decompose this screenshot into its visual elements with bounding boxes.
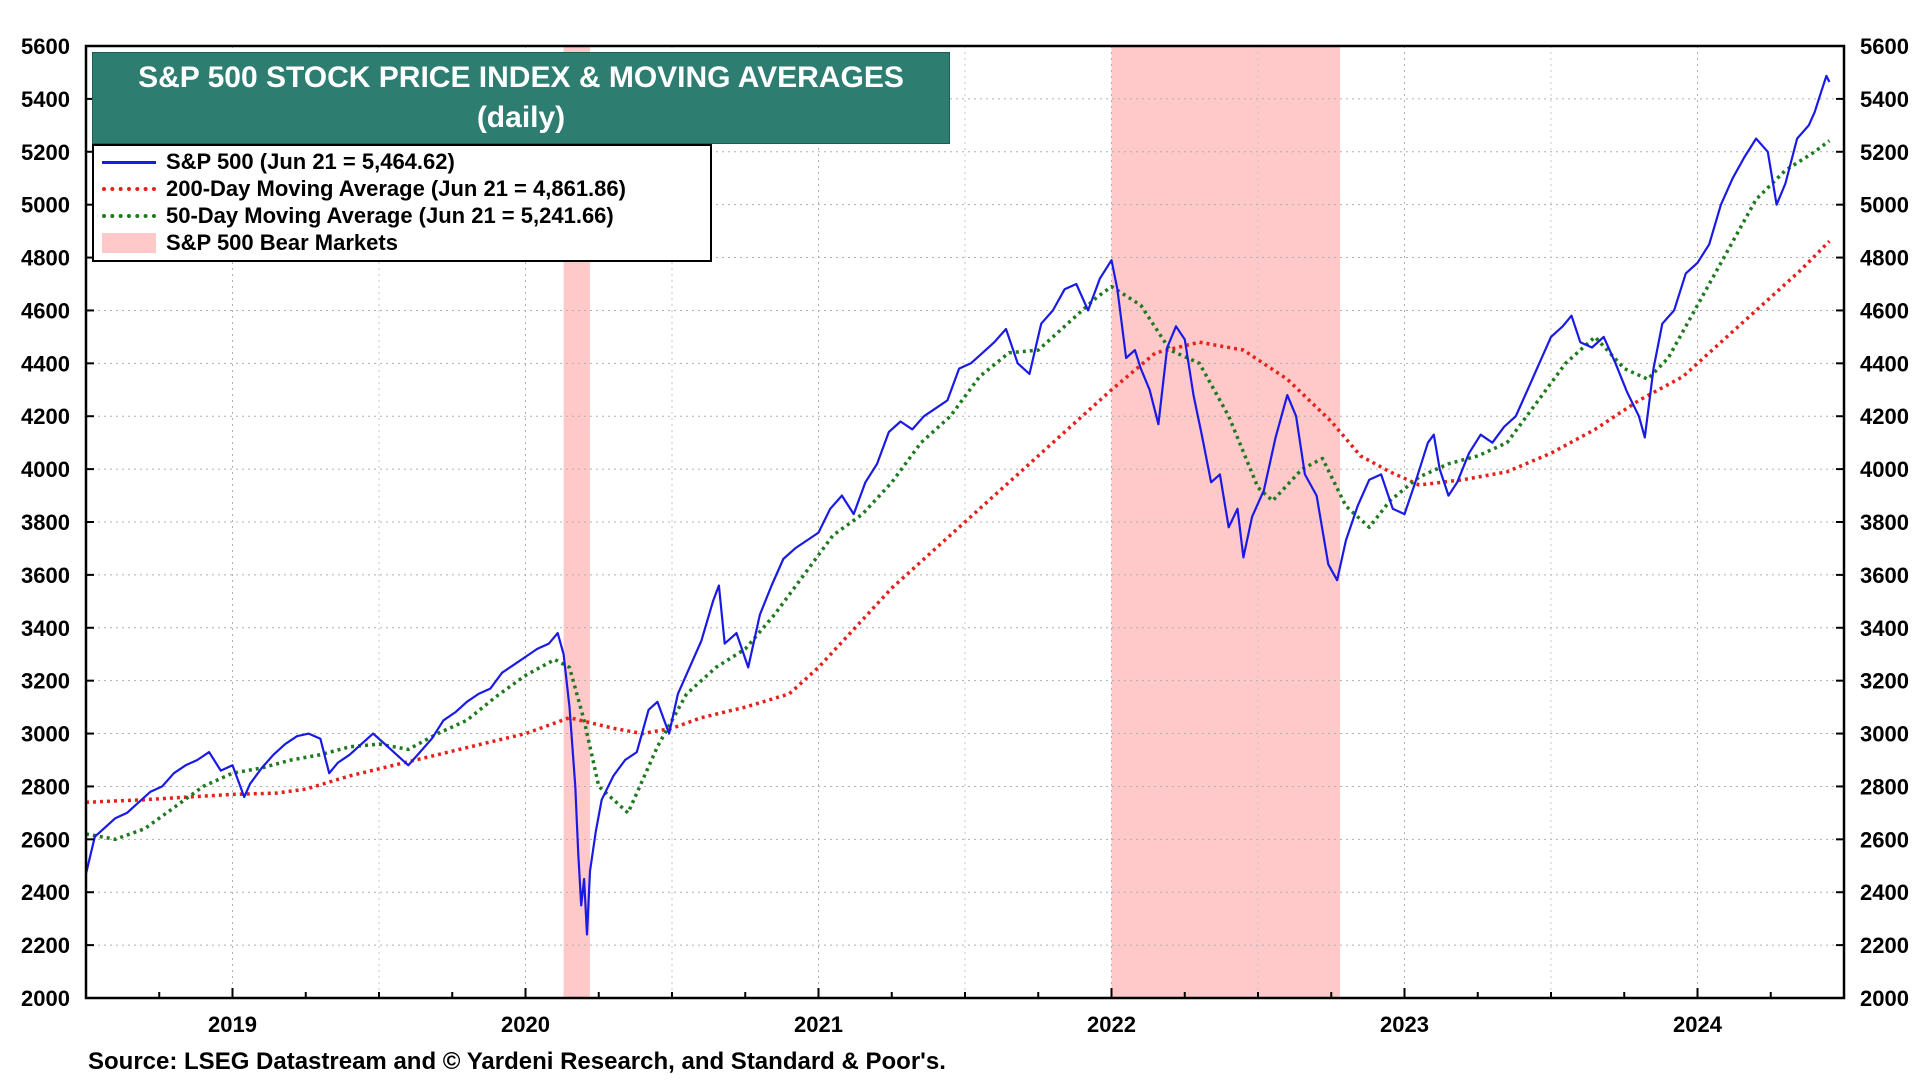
x-tick-label-4: 2023: [1380, 1012, 1429, 1037]
y-tick-label-right-16: 5200: [1860, 140, 1909, 165]
legend-label-bear: S&P 500 Bear Markets: [166, 230, 398, 255]
x-tick-label-5: 2024: [1673, 1012, 1723, 1037]
legend-swatch-ma200: [102, 187, 156, 191]
legend-label-ma50: 50-Day Moving Average (Jun 21 = 5,241.66…: [166, 203, 614, 228]
y-tick-label-right-7: 3400: [1860, 616, 1909, 641]
y-tick-label-left-8: 3600: [21, 563, 70, 588]
y-tick-label-right-3: 2600: [1860, 827, 1909, 852]
y-tick-label-left-4: 2800: [21, 774, 70, 799]
y-axis-left: 2000 2200 2400 2600 2800 3000 3200 3400 3600 3800…: [21, 34, 94, 1011]
x-axis: 2019 2020 2021 2022 2023 2024: [85, 988, 1845, 1037]
chart-title-box: S&P 500 STOCK PRICE INDEX & MOVING AVERA…: [92, 52, 950, 144]
legend-swatch-sp500: [102, 160, 156, 164]
x-tick-label-2: 2021: [794, 1012, 843, 1037]
y-tick-label-right-8: 3600: [1860, 563, 1909, 588]
y-axis-right: 2000 2200 2400 2600 2800 3000 3200 3400 3600 3800…: [1836, 34, 1909, 1011]
legend-item-ma50: 50-Day Moving Average (Jun 21 = 5,241.66…: [102, 203, 614, 229]
x-tick-label-3: 2022: [1087, 1012, 1136, 1037]
y-tick-label-left-18: 5600: [21, 34, 70, 59]
y-tick-label-right-1: 2200: [1860, 933, 1909, 958]
y-tick-label-left-13: 4600: [21, 298, 70, 323]
legend-swatch-ma50: [102, 214, 156, 218]
y-tick-label-left-11: 4200: [21, 404, 70, 429]
legend-label-ma200: 200-Day Moving Average (Jun 21 = 4,861.8…: [166, 176, 626, 201]
y-tick-label-left-0: 2000: [21, 986, 70, 1011]
y-tick-label-left-3: 2600: [21, 827, 70, 852]
source-note: Source: LSEG Datastream and © Yardeni Re…: [88, 1048, 946, 1075]
legend-label-sp500: S&P 500 (Jun 21 = 5,464.62): [166, 149, 455, 174]
y-tick-label-right-11: 4200: [1860, 404, 1909, 429]
legend-swatch-bear: [102, 233, 156, 253]
y-tick-label-right-17: 5400: [1860, 87, 1909, 112]
legend-item-bear: S&P 500 Bear Markets: [102, 230, 398, 256]
y-tick-label-right-6: 3200: [1860, 669, 1909, 694]
y-tick-label-left-1: 2200: [21, 933, 70, 958]
series-lines: [84, 74, 1831, 936]
y-tick-label-left-6: 3200: [21, 669, 70, 694]
y-tick-label-left-12: 4400: [21, 351, 70, 376]
y-tick-label-left-9: 3800: [21, 510, 70, 535]
y-tick-label-right-2: 2400: [1860, 880, 1909, 905]
y-tick-label-right-0: 2000: [1860, 986, 1909, 1011]
y-tick-label-right-13: 4600: [1860, 298, 1909, 323]
y-tick-label-right-4: 2800: [1860, 774, 1909, 799]
grid-lines: [86, 46, 1844, 998]
y-tick-label-left-2: 2400: [21, 880, 70, 905]
chart-title: S&P 500 STOCK PRICE INDEX & MOVING AVERA…: [138, 61, 904, 94]
x-tick-label-1: 2020: [501, 1012, 550, 1037]
y-tick-label-right-12: 4400: [1860, 351, 1909, 376]
y-tick-label-right-10: 4000: [1860, 457, 1909, 482]
y-tick-label-right-15: 5000: [1860, 193, 1909, 218]
y-tick-label-right-5: 3000: [1860, 722, 1909, 747]
chart-subtitle: (daily): [476, 101, 566, 134]
y-tick-label-right-18: 5600: [1860, 34, 1909, 59]
y-tick-label-left-15: 5000: [21, 193, 70, 218]
y-tick-label-left-14: 4800: [21, 246, 70, 271]
y-tick-label-left-10: 4000: [21, 457, 70, 482]
y-tick-label-right-14: 4800: [1860, 246, 1909, 271]
series-line-sp500: [84, 74, 1831, 936]
y-tick-label-left-7: 3400: [21, 616, 70, 641]
y-tick-label-right-9: 3800: [1860, 510, 1909, 535]
y-tick-label-left-5: 3000: [21, 722, 70, 747]
x-tick-label-0: 2019: [208, 1012, 257, 1037]
y-tick-label-left-16: 5200: [21, 140, 70, 165]
series-line-ma50: [85, 139, 1831, 842]
y-tick-label-left-17: 5400: [21, 87, 70, 112]
legend-item-ma200: 200-Day Moving Average (Jun 21 = 4,861.8…: [102, 176, 626, 202]
chart-legend: S&P 500 (Jun 21 = 5,464.62) 200-Day Movi…: [92, 144, 712, 262]
legend-item-sp500: S&P 500 (Jun 21 = 5,464.62): [102, 149, 455, 175]
